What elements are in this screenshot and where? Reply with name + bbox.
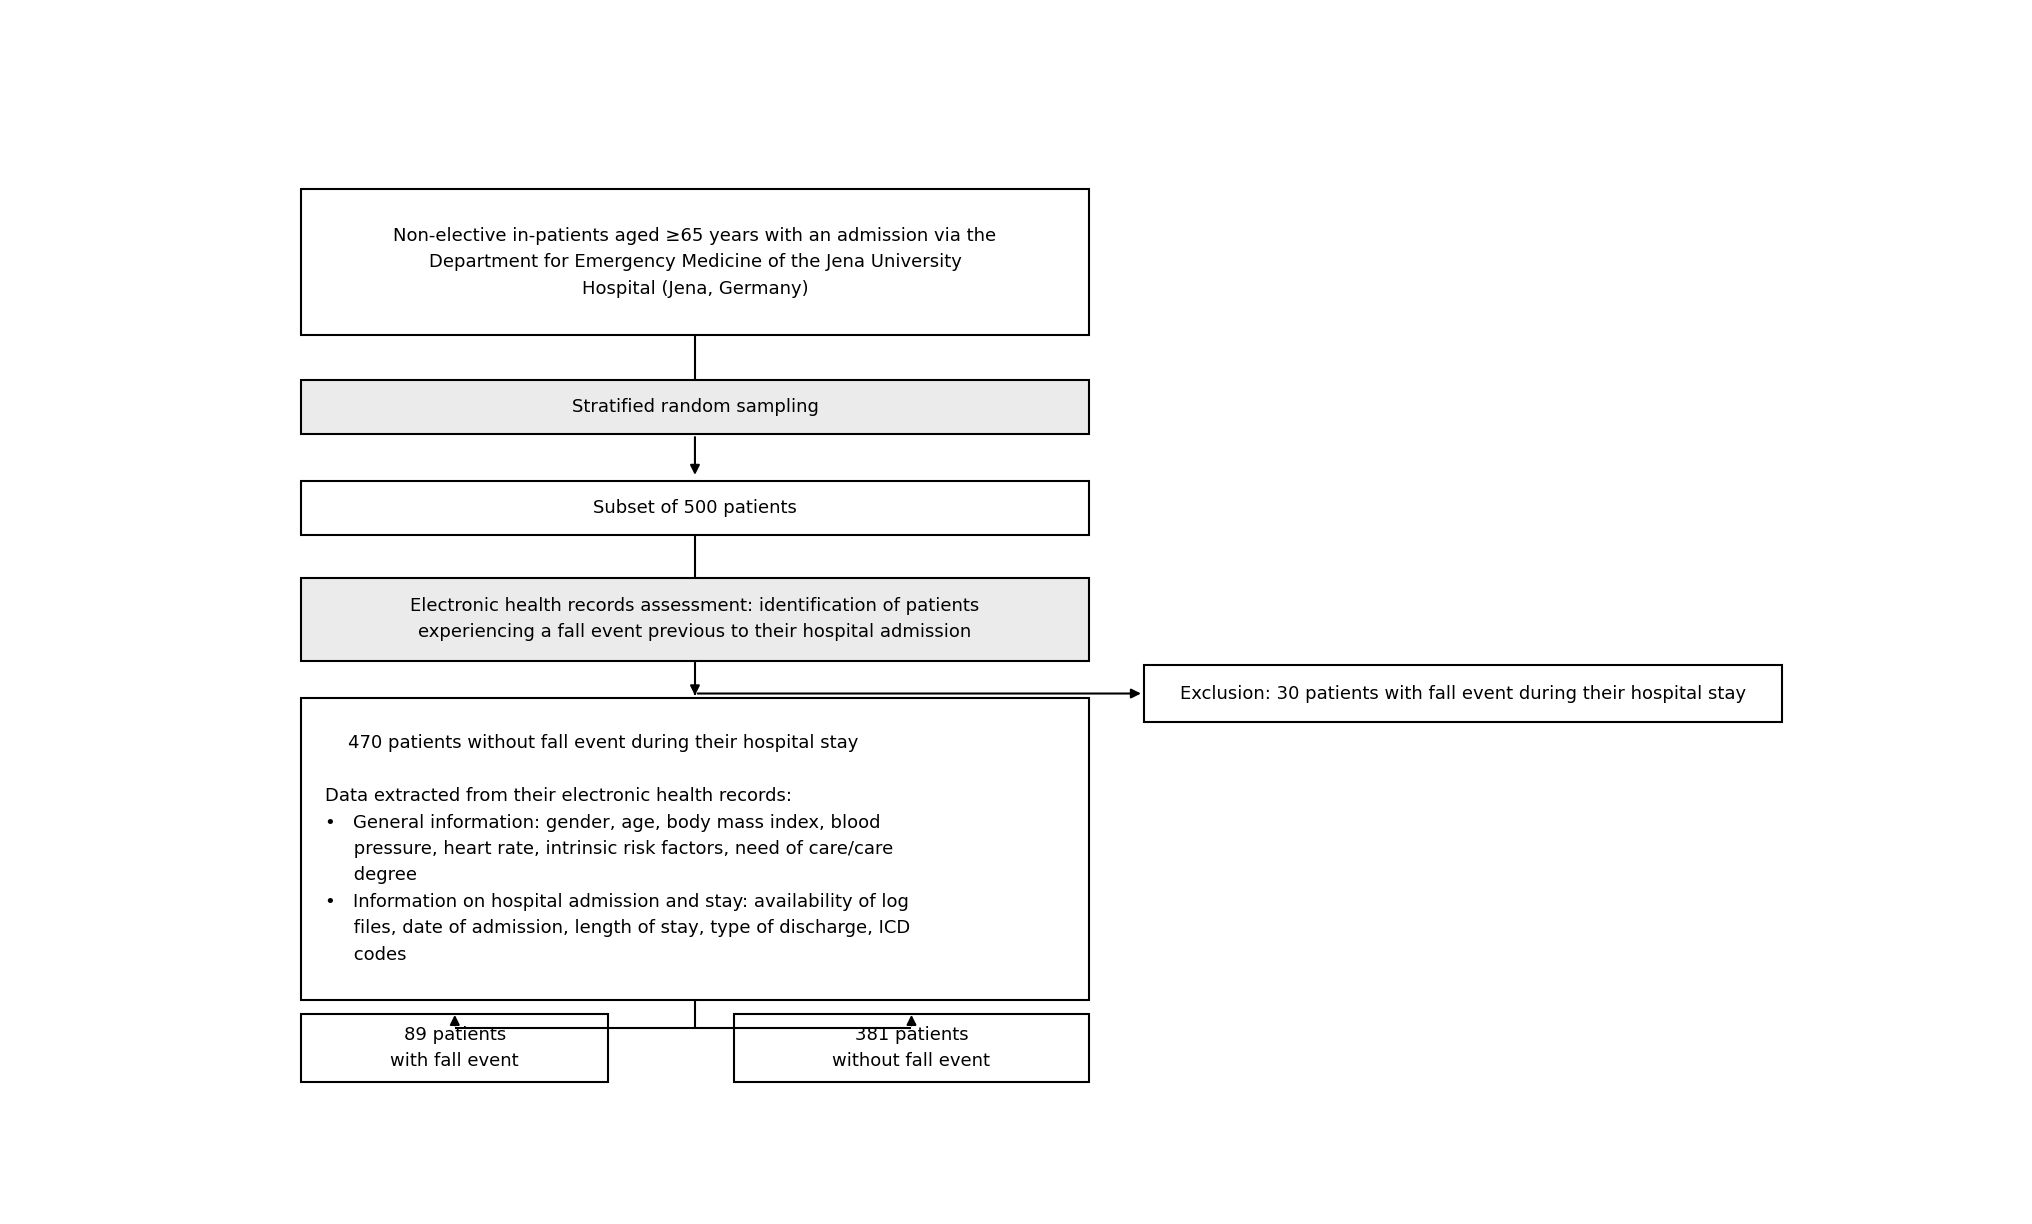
Text: Stratified random sampling: Stratified random sampling	[571, 398, 819, 416]
FancyBboxPatch shape	[1144, 665, 1782, 722]
FancyBboxPatch shape	[301, 578, 1089, 661]
Text: Exclusion: 30 patients with fall event during their hospital stay: Exclusion: 30 patients with fall event d…	[1181, 684, 1745, 703]
FancyBboxPatch shape	[301, 190, 1089, 335]
FancyBboxPatch shape	[734, 1013, 1089, 1082]
Text: 89 patients
with fall event: 89 patients with fall event	[390, 1026, 518, 1070]
Text: Subset of 500 patients: Subset of 500 patients	[593, 499, 797, 517]
FancyBboxPatch shape	[301, 1013, 608, 1082]
Text: Non-elective in-patients aged ≥65 years with an admission via the
Department for: Non-elective in-patients aged ≥65 years …	[394, 226, 996, 297]
FancyBboxPatch shape	[301, 379, 1089, 435]
Text: 470 patients without fall event during their hospital stay

Data extracted from : 470 patients without fall event during t…	[325, 734, 910, 963]
FancyBboxPatch shape	[301, 698, 1089, 1000]
FancyBboxPatch shape	[301, 481, 1089, 535]
Text: Electronic health records assessment: identification of patients
experiencing a : Electronic health records assessment: id…	[410, 597, 979, 641]
Text: 381 patients
without fall event: 381 patients without fall event	[833, 1026, 990, 1070]
